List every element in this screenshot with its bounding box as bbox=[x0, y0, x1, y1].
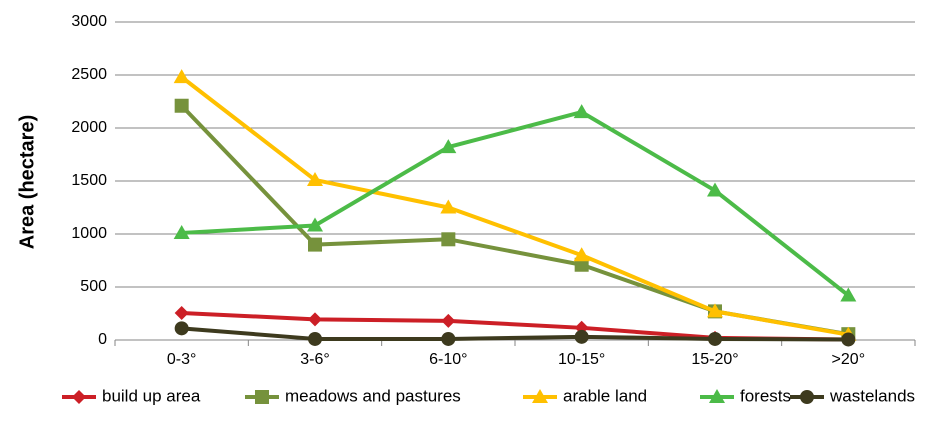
x-tick-label: >20° bbox=[832, 351, 866, 368]
legend-label: meadows and pastures bbox=[285, 386, 461, 405]
y-tick-label: 2500 bbox=[71, 66, 107, 83]
data-point-meadows-and-pastures bbox=[441, 232, 456, 247]
y-tick-label: 1000 bbox=[71, 225, 107, 242]
data-point-arable-land bbox=[440, 199, 457, 214]
series-forests bbox=[173, 104, 857, 302]
data-point-meadows-and-pastures bbox=[574, 257, 589, 272]
series-line-wastelands bbox=[181, 326, 849, 342]
data-point-wastelands bbox=[841, 332, 856, 347]
y-tick-label: 1500 bbox=[71, 172, 107, 189]
data-point-arable-land bbox=[307, 171, 323, 186]
data-point-wastelands bbox=[174, 321, 189, 336]
data-point-forests bbox=[173, 224, 190, 239]
data-point-forests bbox=[307, 217, 323, 232]
y-tick-label: 3000 bbox=[71, 13, 107, 30]
x-tick-label: 3-6° bbox=[300, 351, 330, 368]
x-axis-ticks: 0-3° 3-6° 6-10° 10-15° 15-20° >20° bbox=[114, 340, 916, 368]
series-wastelands bbox=[174, 321, 856, 347]
legend: build up area meadows and pastures arable … bbox=[62, 386, 915, 405]
legend-item-arable-land: arable land bbox=[523, 386, 647, 405]
series-arable-land bbox=[173, 69, 857, 341]
data-point-build-up-area bbox=[308, 312, 322, 327]
legend-item-build-up-area: build up area bbox=[62, 386, 201, 405]
x-tick-label: 6-10° bbox=[429, 351, 467, 368]
legend-item-forests: forests bbox=[700, 386, 791, 405]
data-point-wastelands bbox=[441, 331, 456, 346]
legend-label: wastelands bbox=[829, 386, 915, 405]
series-layer bbox=[173, 69, 857, 347]
series-line-arable-land bbox=[180, 75, 849, 337]
y-tick-label: 0 bbox=[98, 331, 107, 348]
x-tick-label: 10-15° bbox=[558, 351, 605, 368]
data-point-meadows-and-pastures bbox=[174, 98, 189, 113]
data-point-wastelands bbox=[574, 329, 589, 344]
legend-label: build up area bbox=[102, 386, 201, 405]
legend-item-wastelands: wastelands bbox=[790, 386, 915, 405]
legend-marker bbox=[800, 390, 814, 404]
legend-label: forests bbox=[740, 386, 791, 405]
data-point-arable-land bbox=[707, 303, 723, 318]
legend-label: arable land bbox=[563, 386, 647, 405]
legend-marker bbox=[709, 389, 725, 403]
series-line-forests bbox=[181, 110, 850, 298]
data-point-wastelands bbox=[308, 331, 322, 346]
x-tick-label: 0-3° bbox=[167, 351, 197, 368]
data-point-build-up-area bbox=[441, 313, 456, 328]
data-point-forests bbox=[840, 287, 857, 302]
legend-marker bbox=[532, 389, 548, 403]
data-point-forests bbox=[440, 139, 457, 154]
data-point-meadows-and-pastures bbox=[308, 237, 322, 252]
data-point-wastelands bbox=[708, 331, 722, 346]
data-point-arable-land bbox=[573, 247, 590, 262]
data-point-forests bbox=[573, 104, 590, 119]
grid-lines bbox=[115, 21, 915, 288]
y-tick-label: 2000 bbox=[71, 119, 107, 136]
legend-item-meadows-and-pastures: meadows and pastures bbox=[245, 386, 461, 405]
y-axis-ticks: 0 500 1000 1500 2000 2500 3000 bbox=[71, 13, 107, 348]
data-point-build-up-area bbox=[174, 305, 189, 320]
y-tick-label: 500 bbox=[80, 278, 107, 295]
series-line-meadows-and-pastures bbox=[180, 104, 849, 337]
y-axis-label: Area (hectare) bbox=[16, 115, 38, 250]
x-tick-label: 15-20° bbox=[691, 351, 738, 368]
legend-marker bbox=[255, 390, 269, 404]
data-point-forests bbox=[707, 182, 723, 197]
data-point-arable-land bbox=[173, 69, 190, 84]
legend-marker bbox=[72, 390, 86, 404]
